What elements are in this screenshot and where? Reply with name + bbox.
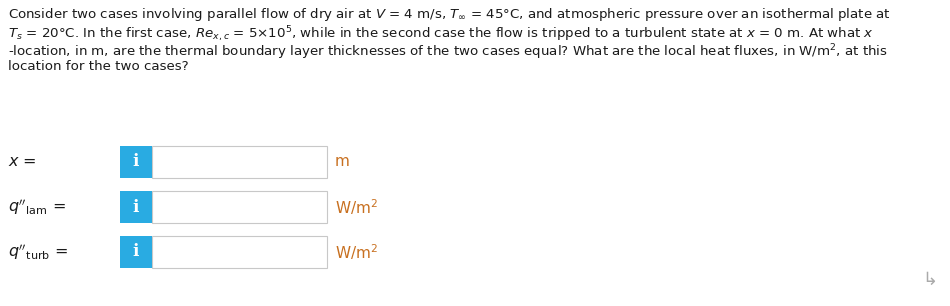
FancyBboxPatch shape xyxy=(120,146,152,178)
Text: $q''_{\mathrm{lam}}$ =: $q''_{\mathrm{lam}}$ = xyxy=(8,197,66,217)
FancyBboxPatch shape xyxy=(120,191,152,223)
Text: i: i xyxy=(133,244,140,260)
Text: $T_s$ = 20°C. In the first case, $Re_{x,c}$ = 5×10$^5$, while in the second case: $T_s$ = 20°C. In the first case, $Re_{x,… xyxy=(8,24,874,44)
FancyBboxPatch shape xyxy=(152,236,327,268)
Text: W/m$^2$: W/m$^2$ xyxy=(335,242,378,262)
FancyBboxPatch shape xyxy=(120,236,152,268)
Text: i: i xyxy=(133,199,140,215)
Text: -location, in m, are the thermal boundary layer thicknesses of the two cases equ: -location, in m, are the thermal boundar… xyxy=(8,42,888,62)
FancyBboxPatch shape xyxy=(152,146,327,178)
Text: $x$ =: $x$ = xyxy=(8,155,37,170)
Text: i: i xyxy=(133,154,140,170)
Text: location for the two cases?: location for the two cases? xyxy=(8,60,189,73)
Text: W/m$^2$: W/m$^2$ xyxy=(335,197,378,217)
Text: ↳: ↳ xyxy=(922,271,938,289)
Text: m: m xyxy=(335,155,350,170)
Text: $q''_{\mathrm{turb}}$ =: $q''_{\mathrm{turb}}$ = xyxy=(8,242,68,262)
Text: Consider two cases involving parallel flow of dry air at $V$ = 4 m/s, $T_\infty$: Consider two cases involving parallel fl… xyxy=(8,6,891,23)
FancyBboxPatch shape xyxy=(152,191,327,223)
